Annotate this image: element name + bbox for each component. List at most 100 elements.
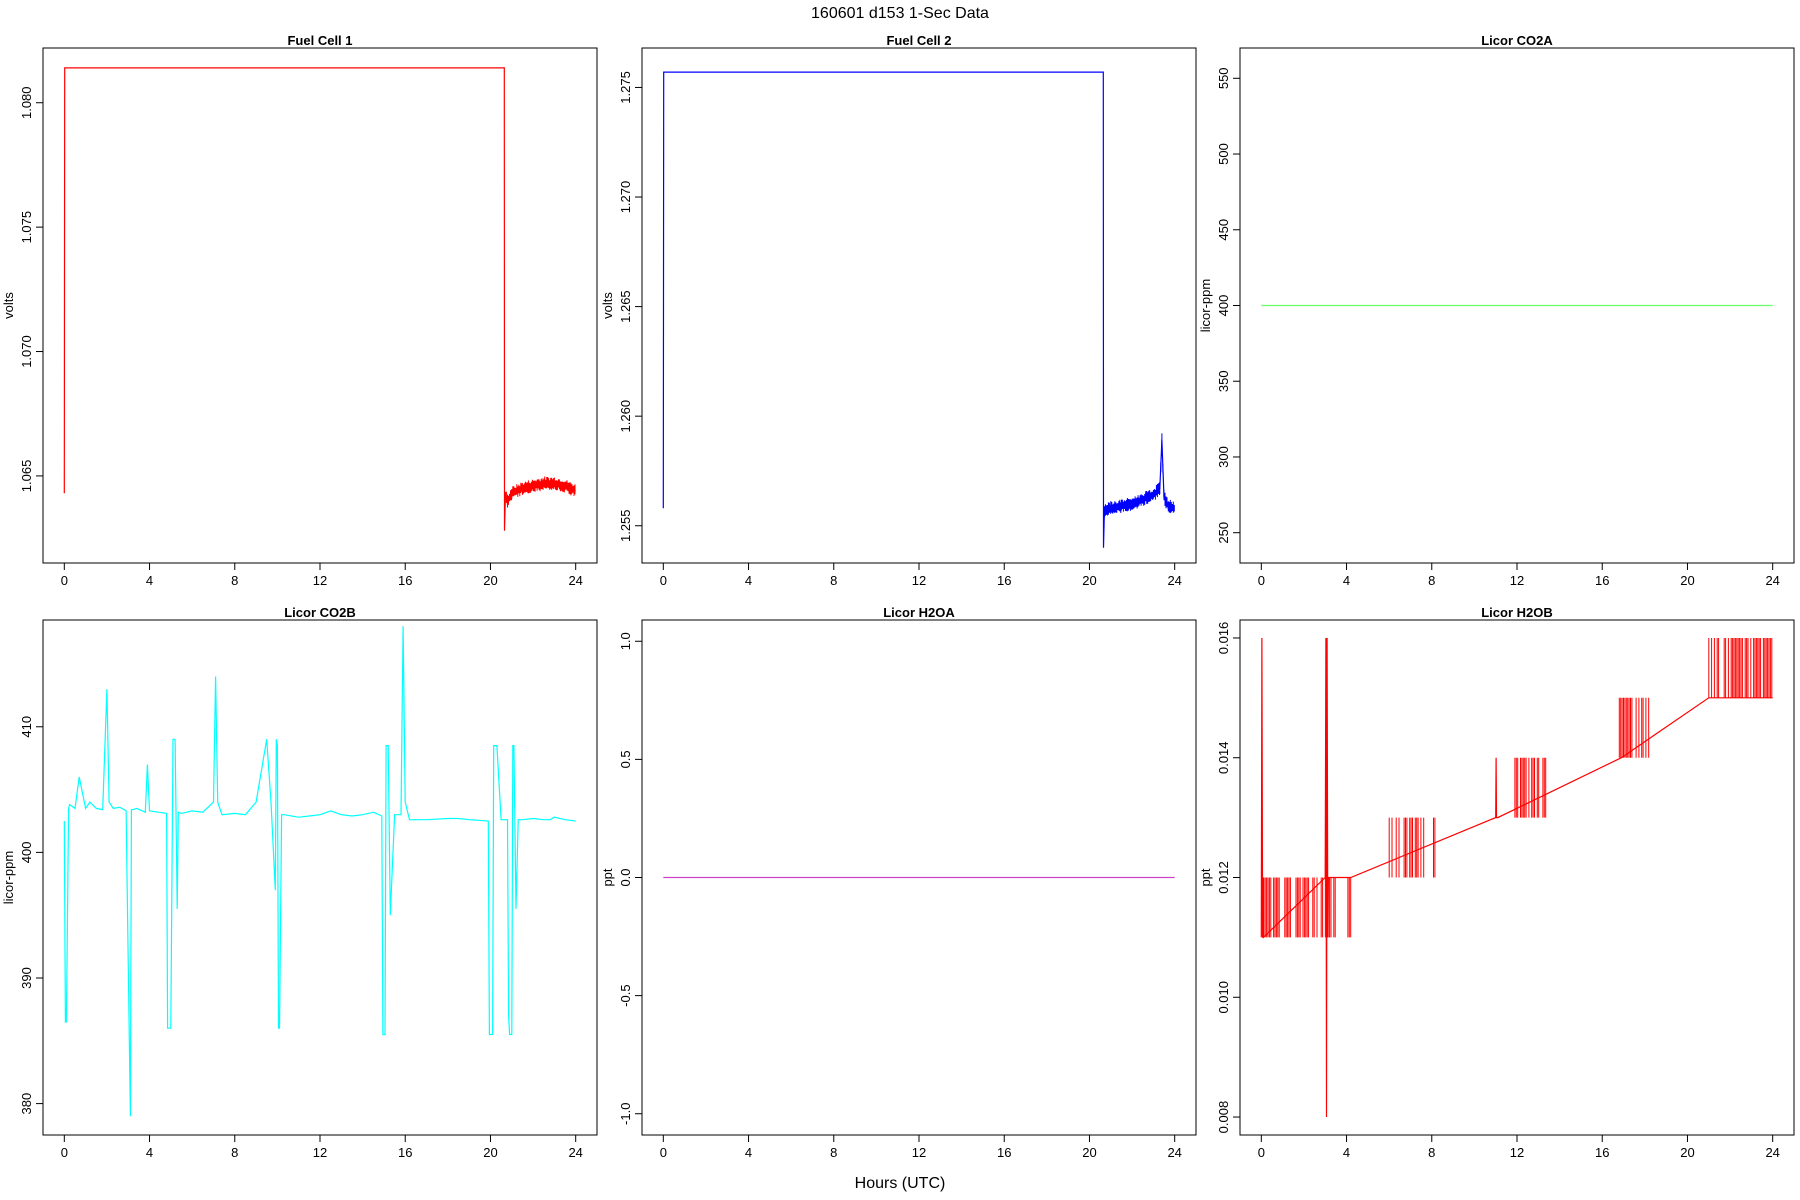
noise-band-7 [1708, 638, 1773, 698]
x-tick-label: 16 [1595, 573, 1609, 588]
y-axis-label: ppt [1198, 868, 1213, 886]
y-tick-label: 410 [19, 716, 34, 738]
panel-2: Fuel Cell 2 0 4 8 12 16 20 24 1.255 1.260 1.265 1.2… [600, 33, 1197, 588]
noise-band-6 [1618, 697, 1650, 758]
y-tick-label: 1.080 [19, 86, 34, 119]
x-tick-label: 20 [1680, 1145, 1694, 1160]
x-tick-label: 8 [231, 1145, 238, 1160]
y-axis-label: volts [1, 292, 16, 319]
x-tick-label: 24 [1167, 573, 1181, 588]
x-tick-label: 12 [313, 1145, 327, 1160]
y-tick-label: 0.008 [1216, 1101, 1231, 1134]
x-tick-label: 20 [483, 573, 497, 588]
y-tick-label: 1.065 [19, 460, 34, 493]
x-tick-label: 0 [660, 573, 667, 588]
y-tick-label: 1.070 [19, 335, 34, 368]
y-tick-label: 1.255 [618, 509, 633, 542]
y-tick-label: 1.275 [618, 71, 633, 104]
y-tick-label: 1.075 [19, 211, 34, 244]
panel-4: Licor CO2B 0 4 8 12 16 20 24 380 390 400 410 licor-p… [1, 605, 598, 1160]
x-tick-label: 8 [1428, 1145, 1435, 1160]
x-tick-label: 20 [483, 1145, 497, 1160]
y-tick-label: 0.016 [1216, 622, 1231, 655]
noise-band-1 [1261, 877, 1336, 938]
y-tick-label: -0.5 [618, 984, 633, 1006]
panel-title: Licor H2OA [883, 605, 955, 620]
x-tick-label: 0 [660, 1145, 667, 1160]
y-tick-label: 500 [1216, 143, 1231, 165]
x-tick-label: 20 [1082, 573, 1096, 588]
noise-band-5 [1514, 757, 1547, 818]
noise-band-2 [1347, 877, 1352, 938]
y-tick-label: 550 [1216, 67, 1231, 89]
x-tick-label: 16 [398, 1145, 412, 1160]
panel-title: Licor H2OB [1481, 605, 1553, 620]
x-tick-label: 16 [398, 573, 412, 588]
y-axis-label: licor-ppm [1, 851, 16, 904]
panel-title: Licor CO2A [1481, 33, 1553, 48]
y-tick-label: 0.012 [1216, 861, 1231, 894]
x-tick-label: 0 [1258, 1145, 1265, 1160]
x-tick-label: 24 [1765, 1145, 1779, 1160]
plot-area [63, 67, 576, 531]
x-tick-label: 16 [1595, 1145, 1609, 1160]
x-tick-label: 24 [1765, 573, 1779, 588]
y-tick-label: 390 [19, 967, 34, 989]
y-tick-label: 250 [1216, 522, 1231, 544]
panel-5: Licor H2OA 0 4 8 12 16 20 24 -1.0 -0.5 0.0 0.5 1.0 pp… [600, 605, 1197, 1160]
y-tick-label: 1.265 [618, 290, 633, 323]
panel-title: Licor CO2B [284, 605, 356, 620]
x-tick-label: 4 [146, 1145, 153, 1160]
y-tick-label: 0.0 [618, 868, 633, 886]
y-tick-label: 400 [1216, 295, 1231, 317]
x-tick-label: 4 [146, 573, 153, 588]
x-tick-label: 0 [61, 573, 68, 588]
y-tick-label: 1.0 [618, 632, 633, 650]
y-axis-label: volts [600, 292, 615, 319]
x-tick-label: 12 [912, 1145, 926, 1160]
y-tick-label: 1.260 [618, 400, 633, 433]
x-tick-label: 20 [1082, 1145, 1096, 1160]
panels: Fuel Cell 1 0 4 8 12 16 20 24 1.065 1.070 1.075 1.0… [1, 33, 1795, 1160]
panel-1: Fuel Cell 1 0 4 8 12 16 20 24 1.065 1.070 1.075 1.0… [1, 33, 598, 588]
panel-title: Fuel Cell 1 [287, 33, 352, 48]
x-tick-label: 0 [61, 1145, 68, 1160]
x-tick-label: 12 [912, 573, 926, 588]
figure-xlabel: Hours (UTC) [855, 1175, 946, 1192]
x-tick-label: 24 [568, 1145, 582, 1160]
x-tick-label: 12 [1510, 1145, 1524, 1160]
y-tick-label: 400 [19, 842, 34, 864]
series-jitter [1103, 433, 1175, 518]
y-tick-label: 350 [1216, 370, 1231, 392]
y-tick-label: 300 [1216, 446, 1231, 468]
y-tick-label: 450 [1216, 219, 1231, 241]
plot-area [662, 71, 1175, 548]
y-tick-label: 380 [19, 1093, 34, 1115]
x-tick-label: 16 [997, 573, 1011, 588]
y-tick-label: 0.014 [1216, 741, 1231, 774]
x-tick-label: 4 [745, 1145, 752, 1160]
x-tick-label: 8 [830, 1145, 837, 1160]
x-tick-label: 16 [997, 1145, 1011, 1160]
panel-6: Licor H2OB 0 4 8 12 16 20 24 0.008 0.010 0.012 0.01… [1198, 605, 1795, 1160]
figure-title: 160601 d153 1-Sec Data [811, 5, 989, 22]
x-tick-label: 24 [568, 573, 582, 588]
series-jitter [504, 476, 576, 508]
x-tick-label: 12 [313, 573, 327, 588]
x-tick-label: 12 [1510, 573, 1524, 588]
panel-title: Fuel Cell 2 [886, 33, 951, 48]
x-tick-label: 20 [1680, 573, 1694, 588]
y-tick-label: 1.270 [618, 181, 633, 214]
x-tick-label: 8 [1428, 573, 1435, 588]
noise-band-3 [1388, 817, 1400, 878]
x-tick-label: 8 [830, 573, 837, 588]
noise-band-4 [1403, 817, 1436, 878]
panel-3: Licor CO2A 0 4 8 12 16 20 24 250 300 350 400 450 500 5… [1198, 33, 1795, 588]
series-line-1 [63, 626, 576, 1117]
y-tick-label: -1.0 [618, 1103, 633, 1125]
x-tick-label: 4 [745, 573, 752, 588]
y-axis-label: licor-ppm [1198, 279, 1213, 332]
x-tick-label: 8 [231, 573, 238, 588]
